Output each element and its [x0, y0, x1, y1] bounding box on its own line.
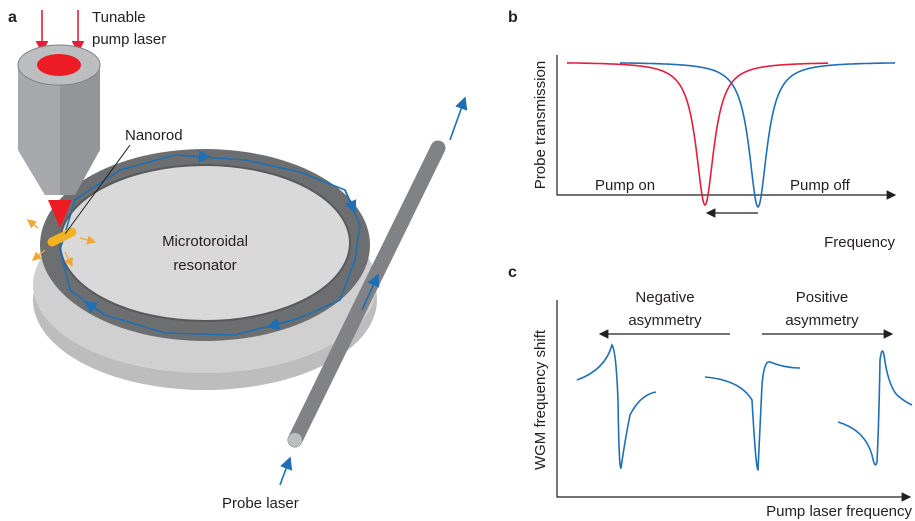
shape	[344, 189, 357, 214]
shape	[266, 317, 301, 331]
shape	[567, 62, 829, 207]
shape	[837, 350, 913, 466]
shape	[32, 249, 46, 261]
y-axis-label: WGM frequency shift	[532, 329, 549, 470]
pump-on-label: Pump on	[595, 177, 655, 194]
shape	[704, 361, 801, 471]
shape	[37, 54, 81, 76]
shape	[47, 227, 77, 247]
shape	[174, 149, 212, 163]
pump-off-label: Pump off	[790, 177, 851, 194]
resonator-label: resonator	[173, 257, 236, 274]
panel-label: b	[508, 9, 518, 26]
shape	[64, 251, 73, 268]
negative-label: asymmetry	[628, 312, 702, 329]
shape	[18, 65, 60, 195]
resonator-label: Microtoroidal	[162, 233, 248, 250]
shape	[26, 219, 39, 229]
panel-label: a	[8, 9, 17, 26]
shape	[449, 96, 468, 141]
shape	[556, 55, 897, 200]
probe-laser-label: Probe laser	[222, 495, 299, 512]
negative-label: Negative	[635, 289, 694, 306]
shape	[64, 144, 131, 235]
panel-c: c WGM frequency shift Negative asymmetry…	[508, 264, 912, 520]
shape	[287, 140, 446, 448]
pump-laser-label: pump laser	[92, 31, 166, 48]
panel-a: a Tunable pump laser Nanorod Microtoroid…	[8, 9, 468, 512]
nanorod-label: Nanorod	[125, 127, 183, 144]
shape	[556, 300, 912, 502]
y-axis-label: Probe transmission	[532, 61, 549, 189]
positive-label: Positive	[796, 289, 849, 306]
shape	[83, 301, 106, 316]
shape	[48, 200, 72, 228]
positive-label: asymmetry	[785, 312, 859, 329]
shape	[288, 433, 302, 447]
shape	[79, 235, 97, 245]
panel-label: c	[508, 264, 517, 281]
panel-b: b Probe transmission Pump on Pump off Fr…	[508, 9, 897, 251]
shape	[361, 273, 380, 311]
shape	[620, 62, 895, 209]
x-axis-label: Pump laser frequency	[766, 503, 912, 520]
pump-laser-label: Tunable	[92, 9, 146, 26]
shape	[59, 154, 361, 336]
shape	[279, 456, 293, 486]
x-axis-label: Frequency	[824, 234, 895, 251]
shape	[576, 343, 657, 469]
